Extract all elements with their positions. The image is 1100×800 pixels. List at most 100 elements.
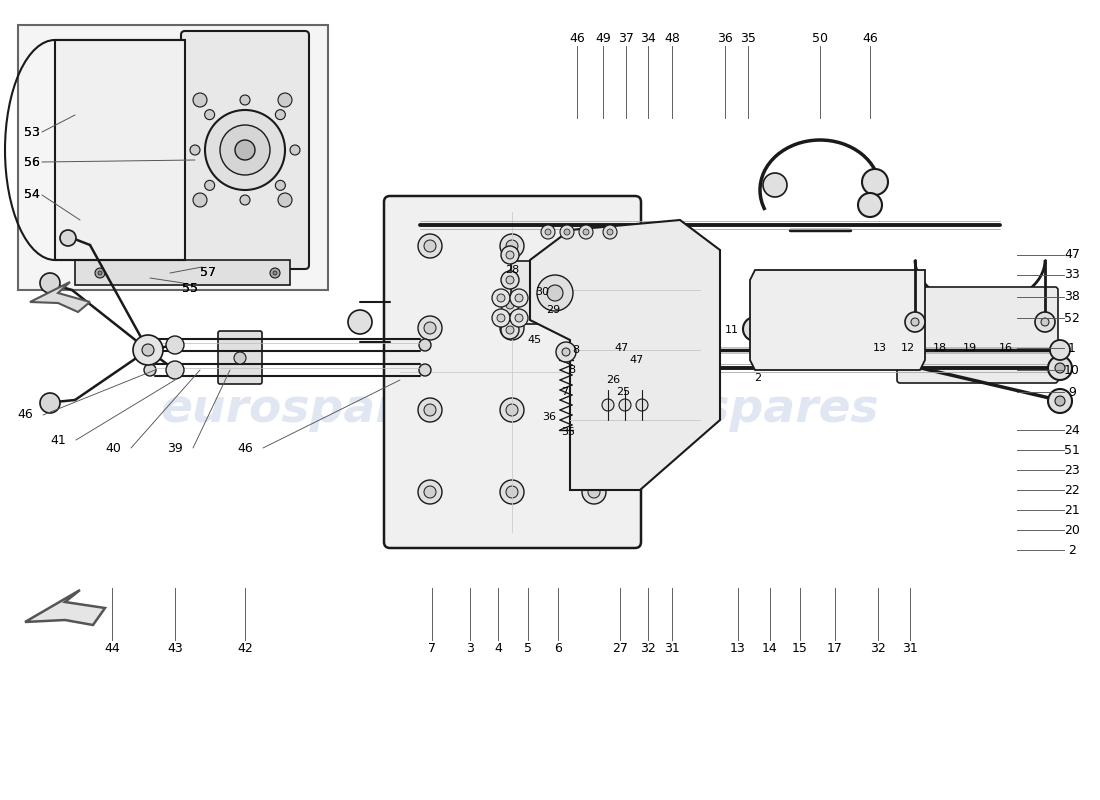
Circle shape — [547, 285, 563, 301]
Text: 11: 11 — [725, 325, 739, 335]
Circle shape — [500, 316, 524, 340]
Circle shape — [419, 339, 431, 351]
Text: 2: 2 — [1068, 543, 1076, 557]
Bar — [75, 260, 290, 285]
Text: 32: 32 — [870, 642, 886, 654]
Circle shape — [862, 169, 888, 195]
Circle shape — [588, 404, 600, 416]
Circle shape — [500, 271, 519, 289]
Text: 36: 36 — [717, 31, 733, 45]
Text: 27: 27 — [612, 642, 628, 654]
Circle shape — [418, 234, 442, 258]
Text: 1: 1 — [1068, 342, 1076, 354]
Circle shape — [205, 110, 214, 120]
Circle shape — [506, 301, 514, 309]
Text: 25: 25 — [616, 387, 630, 397]
Text: 30: 30 — [535, 287, 549, 297]
Text: 3: 3 — [466, 642, 474, 654]
Circle shape — [742, 317, 767, 341]
Circle shape — [541, 225, 556, 239]
Circle shape — [270, 268, 280, 278]
Text: 37: 37 — [618, 31, 634, 45]
Circle shape — [750, 324, 760, 334]
Ellipse shape — [829, 343, 851, 357]
Circle shape — [166, 336, 184, 354]
Text: 26: 26 — [606, 375, 620, 385]
Text: 12: 12 — [901, 343, 915, 353]
Text: 46: 46 — [862, 31, 878, 45]
Circle shape — [348, 310, 372, 334]
Text: 22: 22 — [1064, 483, 1080, 497]
Circle shape — [506, 322, 518, 334]
Text: 14: 14 — [762, 642, 778, 654]
Circle shape — [500, 480, 524, 504]
Text: 50: 50 — [812, 31, 828, 45]
Circle shape — [418, 398, 442, 422]
Text: 13: 13 — [873, 343, 887, 353]
Text: 57: 57 — [200, 266, 216, 278]
Text: 33: 33 — [1064, 269, 1080, 282]
Circle shape — [515, 314, 522, 322]
Ellipse shape — [779, 343, 801, 357]
Polygon shape — [30, 282, 90, 312]
Circle shape — [492, 309, 510, 327]
Text: 42: 42 — [238, 642, 253, 654]
Text: 47: 47 — [1064, 249, 1080, 262]
Circle shape — [544, 229, 551, 235]
Text: 18: 18 — [933, 343, 947, 353]
Text: 9: 9 — [1068, 386, 1076, 398]
Text: 47: 47 — [630, 355, 645, 365]
Circle shape — [220, 125, 270, 175]
Polygon shape — [750, 270, 925, 370]
Circle shape — [419, 364, 431, 376]
Circle shape — [95, 268, 104, 278]
Circle shape — [510, 309, 528, 327]
Circle shape — [60, 230, 76, 246]
Text: 17: 17 — [827, 642, 843, 654]
Text: 56: 56 — [24, 155, 40, 169]
FancyBboxPatch shape — [512, 261, 600, 324]
Circle shape — [500, 246, 519, 264]
Circle shape — [235, 140, 255, 160]
Circle shape — [497, 314, 505, 322]
Circle shape — [1041, 318, 1049, 326]
Circle shape — [582, 316, 606, 340]
Text: 51: 51 — [1064, 443, 1080, 457]
Text: 5: 5 — [524, 642, 532, 654]
Circle shape — [190, 145, 200, 155]
Circle shape — [506, 486, 518, 498]
Circle shape — [506, 251, 514, 259]
Circle shape — [290, 145, 300, 155]
Circle shape — [562, 348, 570, 356]
Text: eurospares: eurospares — [161, 387, 460, 433]
Text: 20: 20 — [1064, 523, 1080, 537]
Text: 46: 46 — [238, 442, 253, 454]
Circle shape — [603, 225, 617, 239]
Circle shape — [506, 276, 514, 284]
Circle shape — [607, 229, 613, 235]
Circle shape — [763, 173, 786, 197]
Text: 15: 15 — [792, 642, 807, 654]
Text: 13: 13 — [730, 642, 746, 654]
Circle shape — [583, 229, 588, 235]
Circle shape — [273, 271, 277, 275]
Circle shape — [911, 318, 918, 326]
Text: 8: 8 — [572, 345, 580, 355]
Circle shape — [1048, 389, 1072, 413]
Text: 4: 4 — [494, 642, 502, 654]
Ellipse shape — [879, 343, 901, 357]
Polygon shape — [25, 590, 104, 625]
Circle shape — [588, 486, 600, 498]
Circle shape — [424, 486, 436, 498]
Circle shape — [506, 404, 518, 416]
Text: 35: 35 — [561, 427, 575, 437]
Circle shape — [205, 180, 214, 190]
Circle shape — [492, 289, 510, 307]
Text: 19: 19 — [962, 343, 977, 353]
Circle shape — [1055, 363, 1065, 373]
Text: 43: 43 — [167, 642, 183, 654]
Circle shape — [192, 93, 207, 107]
Circle shape — [1048, 356, 1072, 380]
Circle shape — [560, 225, 574, 239]
Circle shape — [275, 180, 285, 190]
